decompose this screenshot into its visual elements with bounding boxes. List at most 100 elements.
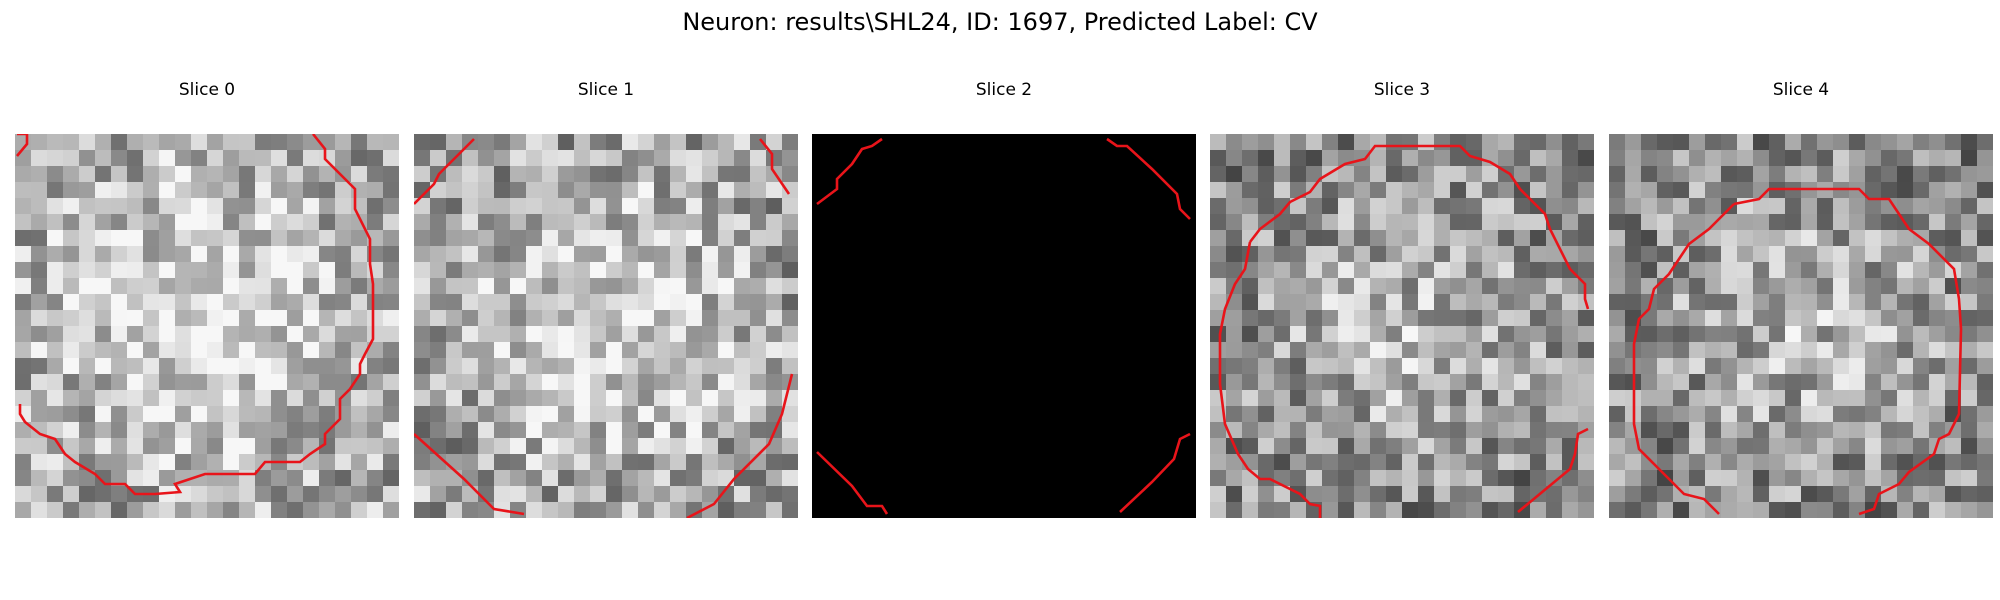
slice-pixel (1609, 406, 1626, 423)
slice-pixel (590, 438, 607, 455)
slice-pixel (1498, 214, 1515, 231)
slice-pixel (31, 406, 48, 423)
slice-pixel (494, 310, 511, 327)
slice-pixel (1641, 182, 1658, 199)
slice-pixel (1338, 374, 1355, 391)
slice-pixel (127, 246, 144, 263)
slice-pixel (367, 502, 384, 518)
slice-pixel (1705, 486, 1722, 503)
slice-pixel (622, 486, 639, 503)
slice-pixel (526, 502, 543, 518)
slice-pixel (526, 454, 543, 471)
slice-pixel (1785, 326, 1802, 343)
slice-pixel (1242, 166, 1259, 183)
slice-pixel (718, 326, 735, 343)
slice-pixel (1386, 326, 1403, 343)
slice-pixel (1306, 166, 1323, 183)
slice-pixel (1913, 262, 1930, 279)
slice-pixel (510, 198, 527, 215)
slice-pixel (1242, 342, 1259, 359)
slice-pixel (1450, 134, 1467, 151)
slice-pixel (1977, 278, 1993, 295)
slice-pixel (1354, 486, 1371, 503)
slice-pixel (1865, 134, 1882, 151)
slice-pixel (1609, 438, 1626, 455)
slice-pixel (494, 454, 511, 471)
slice-pixel (1769, 166, 1786, 183)
slice-pixel (239, 502, 256, 518)
slice-pixel (622, 230, 639, 247)
slice-pixel (1258, 294, 1275, 311)
slice-pixel (1290, 374, 1307, 391)
slice-pixel (750, 262, 767, 279)
slice-pixel (31, 198, 48, 215)
slice-pixel (319, 294, 336, 311)
slice-pixel (143, 342, 160, 359)
slice-pixel (782, 310, 798, 327)
slice-pixel (1817, 198, 1834, 215)
slice-pixel (1721, 390, 1738, 407)
figure-title: Neuron: results\SHL24, ID: 1697, Predict… (682, 8, 1318, 36)
slice-pixel (1450, 198, 1467, 215)
slice-pixel (638, 230, 655, 247)
slice-pixel (574, 166, 591, 183)
slice-pixel (79, 406, 96, 423)
slice-pixel (1466, 374, 1483, 391)
slice-pixel (1450, 150, 1467, 167)
slice-pixel (670, 438, 687, 455)
slice-pixel (1274, 502, 1291, 518)
slice-pixel (191, 214, 208, 231)
slice-pixel (1849, 246, 1866, 263)
slice-pixel (1482, 454, 1499, 471)
slice-pixel (367, 294, 384, 311)
slice-pixel (1689, 438, 1706, 455)
slice-pixel (1354, 278, 1371, 295)
slice-pixel (15, 470, 32, 487)
slice-pixel (430, 278, 447, 295)
slice-pixel (526, 390, 543, 407)
slice-pixel (1817, 150, 1834, 167)
slice-pixel (1274, 182, 1291, 199)
slice-pixel (63, 182, 80, 199)
slice-pixel (303, 150, 320, 167)
slice-pixel (590, 358, 607, 375)
slice-pixel (590, 134, 607, 151)
slice-pixel (1737, 502, 1754, 518)
slice-pixel (1498, 246, 1515, 263)
slice-pixel (1322, 406, 1339, 423)
slice-pixel (1322, 422, 1339, 439)
slice-pixel (191, 422, 208, 439)
slice-pixel (750, 390, 767, 407)
slice-pixel (1274, 214, 1291, 231)
slice-pixel (1498, 438, 1515, 455)
slice-pixel (239, 134, 256, 151)
slice-pixel (1338, 294, 1355, 311)
slice-pixel (1338, 390, 1355, 407)
slice-pixel (1913, 358, 1930, 375)
slice-pixel (1737, 470, 1754, 487)
slice-pixel (670, 326, 687, 343)
slice-pixel (1578, 310, 1594, 327)
slice-pixel (383, 230, 399, 247)
slice-pixel (1434, 230, 1451, 247)
slice-pixel (414, 454, 431, 471)
slice-pixel (734, 438, 751, 455)
slice-pixel (1801, 134, 1818, 151)
slice-pixel (1482, 358, 1499, 375)
slice-pixel (1769, 486, 1786, 503)
slice-pixel (414, 198, 431, 215)
slice-pixel (1833, 342, 1850, 359)
slice-pixel (1785, 262, 1802, 279)
slice-pixel (670, 166, 687, 183)
slice-pixel (622, 310, 639, 327)
slice-pixel (1801, 422, 1818, 439)
slice-pixel (1881, 342, 1898, 359)
slice-pixel (718, 502, 735, 518)
slice-pixel (1290, 166, 1307, 183)
slice-pixel (15, 182, 32, 199)
slice-pixel (319, 342, 336, 359)
slice-pixel (526, 406, 543, 423)
slice-pixel (1769, 230, 1786, 247)
slice-pixel (670, 422, 687, 439)
slice-pixel (526, 294, 543, 311)
